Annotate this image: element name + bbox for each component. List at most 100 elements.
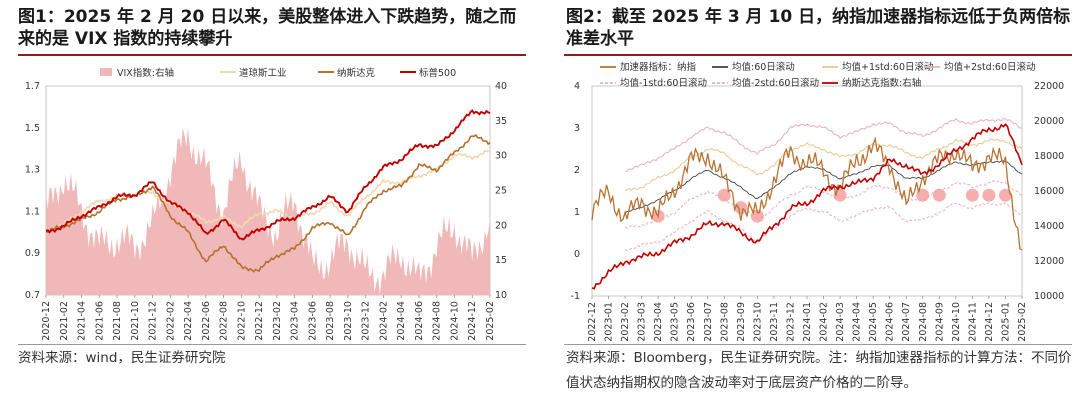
low-point-highlight: [734, 201, 748, 215]
x-tick-label: 2024-10: [951, 302, 962, 342]
y-left-tick-label: 2: [574, 165, 580, 176]
x-tick-label: 2025-02: [485, 301, 496, 341]
x-tick-label: 2023-01: [604, 302, 615, 342]
x-tick-label: 2021-08: [112, 301, 123, 341]
x-tick-label: 2024-08: [432, 301, 443, 341]
x-tick-label: 2023-02: [272, 301, 283, 341]
series-mean-minus1std-line: [624, 180, 1023, 229]
y-right-tick-label: 30: [495, 151, 507, 162]
low-point-highlight: [932, 188, 946, 202]
legend-label: 纳斯达克: [337, 67, 376, 79]
series-mean-plus1std-line: [624, 137, 1023, 192]
y-right-tick-label: 25: [495, 186, 507, 197]
x-tick-label: 2021-10: [130, 301, 141, 341]
y-right-tick-label: 35: [495, 116, 507, 127]
x-tick-label: 2023-08: [325, 301, 336, 341]
x-tick-label: 2021-12: [148, 301, 159, 341]
x-tick-label: 2024-12: [984, 302, 995, 342]
y-right-tick-label: 15: [495, 255, 507, 266]
series-vix-area: [46, 127, 490, 295]
y-right-tick-label: 40: [495, 81, 507, 92]
legend-label: 加速器指标：纳指: [620, 61, 697, 73]
x-tick-label: 2024-11: [967, 302, 978, 342]
x-tick-label: 2023-09: [736, 302, 747, 342]
legend-label: 标普500: [419, 67, 456, 79]
x-tick-label: 2023-10: [752, 302, 763, 342]
series-dow-line: [45, 150, 491, 234]
y-right-tick-label: 12000: [1034, 256, 1064, 267]
x-tick-label: 2023-03: [637, 302, 648, 342]
x-tick-label: 2025-02: [1017, 302, 1028, 342]
series-nasdaq-index-line: [591, 123, 1023, 290]
x-tick-label: 2023-10: [343, 301, 354, 341]
series-mean-minus2std-line: [624, 201, 1023, 252]
x-tick-label: 2024-04: [852, 302, 863, 342]
x-tick-label: 2025-01: [1000, 302, 1011, 342]
source-rule-left: [18, 344, 526, 345]
y-right-tick-label: 22000: [1034, 81, 1064, 92]
x-tick-label: 2024-08: [918, 302, 929, 342]
low-point-highlight: [982, 188, 996, 202]
y-right-tick-label: 16000: [1034, 186, 1064, 197]
title-rule-left: [18, 54, 526, 56]
y-right-tick-label: 10000: [1034, 291, 1064, 302]
x-tick-label: 2024-02: [378, 301, 389, 341]
low-point-highlight: [965, 188, 979, 202]
x-tick-label: 2021-06: [94, 301, 105, 341]
x-tick-label: 2023-12: [361, 301, 372, 341]
low-point-highlight: [717, 188, 731, 202]
x-tick-label: 2022-02: [165, 301, 176, 341]
x-tick-label: 2022-08: [219, 301, 230, 341]
y-left-tick-label: 0: [574, 249, 580, 260]
x-tick-label: 2021-04: [77, 301, 88, 341]
y-left-tick-label: 1.5: [25, 123, 40, 134]
legend-label: 均值:60日滚动: [732, 61, 795, 73]
x-tick-label: 2023-04: [290, 301, 301, 341]
series-mean-plus2std-line: [625, 117, 1022, 172]
x-tick-label: 2023-04: [653, 302, 664, 342]
x-tick-label: 2023-12: [785, 302, 796, 342]
x-tick-label: 2020-12: [41, 301, 52, 341]
legend-label: 道琼斯工业: [239, 67, 287, 79]
x-tick-label: 2023-06: [307, 301, 318, 341]
y-left-tick-label: 1.7: [25, 81, 40, 92]
y-left-tick-label: -1: [571, 291, 580, 302]
low-point-highlight: [750, 209, 764, 223]
chart1: 0.7 0.9 1.1 1.3 1.5 1.7 10 15 20 25 30 35 40 2020-12 2…: [25, 67, 507, 341]
series-sp500-line: [45, 109, 491, 241]
x-tick-label: 2023-08: [719, 302, 730, 342]
x-tick-label: 2024-12: [467, 301, 478, 341]
x-tick-label: 2024-10: [449, 301, 460, 341]
legend-swatch-vix: [100, 68, 112, 76]
y-left-tick-label: 0.9: [25, 248, 40, 259]
chart2-title: 图2：截至 2025 年 3 月 10 日，纳指加速器指标远低于负两倍标准差水平: [566, 7, 1071, 49]
legend-label: 均值+1std:60日滚动: [842, 61, 934, 73]
x-tick-label: 2023-05: [670, 302, 681, 342]
x-tick-label: 2024-06: [414, 301, 425, 341]
x-tick-label: 2024-02: [819, 302, 830, 342]
series-nasdaq-line: [45, 133, 491, 273]
y-right-tick-label: 18000: [1034, 151, 1064, 162]
low-point-highlight: [998, 188, 1012, 202]
y-right-tick-label: 14000: [1034, 221, 1064, 232]
x-tick-label: 2023-11: [769, 302, 780, 342]
x-tick-label: 2024-04: [396, 301, 407, 341]
x-tick-label: 2024-06: [885, 302, 896, 342]
x-tick-label: 2022-06: [201, 301, 212, 341]
x-tick-label: 2023-02: [620, 302, 631, 342]
y-right-tick-label: 20000: [1034, 116, 1064, 127]
y-left-tick-label: 1.3: [25, 165, 40, 176]
x-tick-label: 2024-05: [868, 302, 879, 342]
legend-label: 均值+2std:60日滚动: [944, 61, 1036, 73]
x-tick-label: 2021-02: [59, 301, 70, 341]
x-tick-label: 2022-10: [236, 301, 247, 341]
x-tick-label: 2024-09: [934, 302, 945, 342]
x-tick-label: 2023-07: [703, 302, 714, 342]
chart2: -1 0 1 2 3 4 10000 12000 14000 16000 18000 20000 220…: [571, 61, 1065, 342]
x-tick-label: 2022-12: [587, 302, 598, 342]
legend-label: 纳斯达克指数:右轴: [842, 77, 921, 89]
x-tick-label: 2022-12: [254, 301, 265, 341]
legend-label: 均值-2std:60日滚动: [732, 77, 819, 89]
source-rule-right: [564, 344, 1072, 345]
